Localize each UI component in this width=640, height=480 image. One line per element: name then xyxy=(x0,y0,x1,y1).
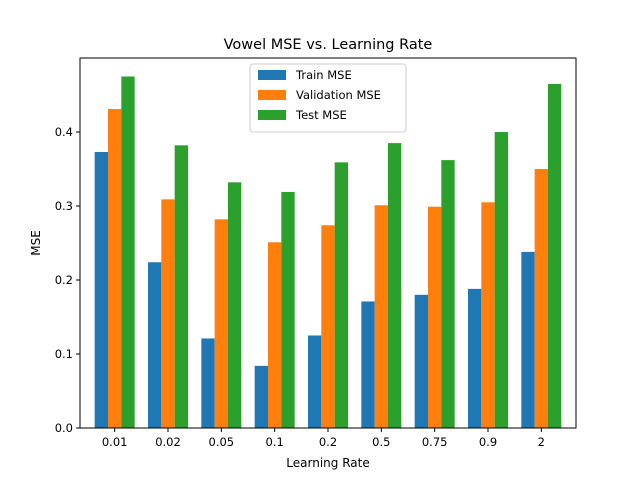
x-tick-label-5: 0.5 xyxy=(372,435,390,449)
bar-0-6 xyxy=(414,294,428,428)
bar-1-5 xyxy=(374,205,388,428)
bar-2-1 xyxy=(174,145,188,428)
bar-1-6 xyxy=(428,206,442,428)
y-axis: 0.0 0.1 0.2 0.3 0.4 xyxy=(55,125,80,435)
y-tick-label-0: 0.0 xyxy=(55,421,73,435)
bar-1-7 xyxy=(481,202,495,428)
x-tick-label-4: 0.2 xyxy=(319,435,337,449)
x-tick-label-2: 0.05 xyxy=(209,435,235,449)
bar-2-2 xyxy=(228,182,242,428)
y-axis-label: MSE xyxy=(29,230,43,256)
x-tick-label-8: 2 xyxy=(538,435,545,449)
y-tick-label-2: 0.2 xyxy=(55,273,73,287)
bar-2-5 xyxy=(388,143,402,428)
bar-1-2 xyxy=(214,219,228,428)
bars-layer xyxy=(94,76,562,429)
legend: Train MSE Validation MSE Test MSE xyxy=(249,63,407,133)
bar-1-0 xyxy=(108,109,122,428)
bar-0-8 xyxy=(521,251,535,428)
x-tick-label-1: 0.02 xyxy=(155,435,181,449)
x-tick-label-7: 0.9 xyxy=(479,435,497,449)
bar-2-4 xyxy=(334,162,348,428)
bar-2-3 xyxy=(281,191,295,428)
legend-swatch-0 xyxy=(258,70,286,80)
y-tick-label-3: 0.3 xyxy=(55,199,73,213)
y-tick-label-1: 0.1 xyxy=(55,347,73,361)
x-axis-label: Learning Rate xyxy=(286,456,369,470)
y-tick-label-4: 0.4 xyxy=(55,125,73,139)
legend-swatch-2 xyxy=(258,110,286,120)
bar-1-4 xyxy=(321,225,335,428)
bar-0-3 xyxy=(254,365,268,428)
legend-swatch-1 xyxy=(258,90,286,100)
legend-box xyxy=(249,63,407,133)
bar-1-1 xyxy=(161,199,175,428)
chart-title: Vowel MSE vs. Learning Rate xyxy=(224,37,433,53)
bar-0-1 xyxy=(148,262,162,428)
x-axis: 0.01 0.02 0.05 0.1 0.2 0.5 0.75 0.9 2 xyxy=(102,428,545,449)
bar-2-7 xyxy=(494,132,508,428)
bar-0-2 xyxy=(201,338,215,428)
bar-2-0 xyxy=(121,76,135,428)
bar-1-3 xyxy=(268,242,282,428)
legend-label-1: Validation MSE xyxy=(296,88,381,102)
x-tick-label-0: 0.01 xyxy=(102,435,128,449)
bar-0-0 xyxy=(94,151,108,429)
bar-0-5 xyxy=(361,301,375,428)
bar-2-6 xyxy=(441,160,455,428)
plot-frame xyxy=(79,57,577,429)
x-tick-label-6: 0.75 xyxy=(422,435,448,449)
bar-0-7 xyxy=(468,288,482,428)
legend-label-2: Test MSE xyxy=(295,108,347,122)
bar-2-8 xyxy=(548,83,562,429)
bar-0-4 xyxy=(308,335,322,428)
legend-label-0: Train MSE xyxy=(295,68,352,82)
x-tick-label-3: 0.1 xyxy=(266,435,284,449)
bar-1-8 xyxy=(534,169,548,428)
